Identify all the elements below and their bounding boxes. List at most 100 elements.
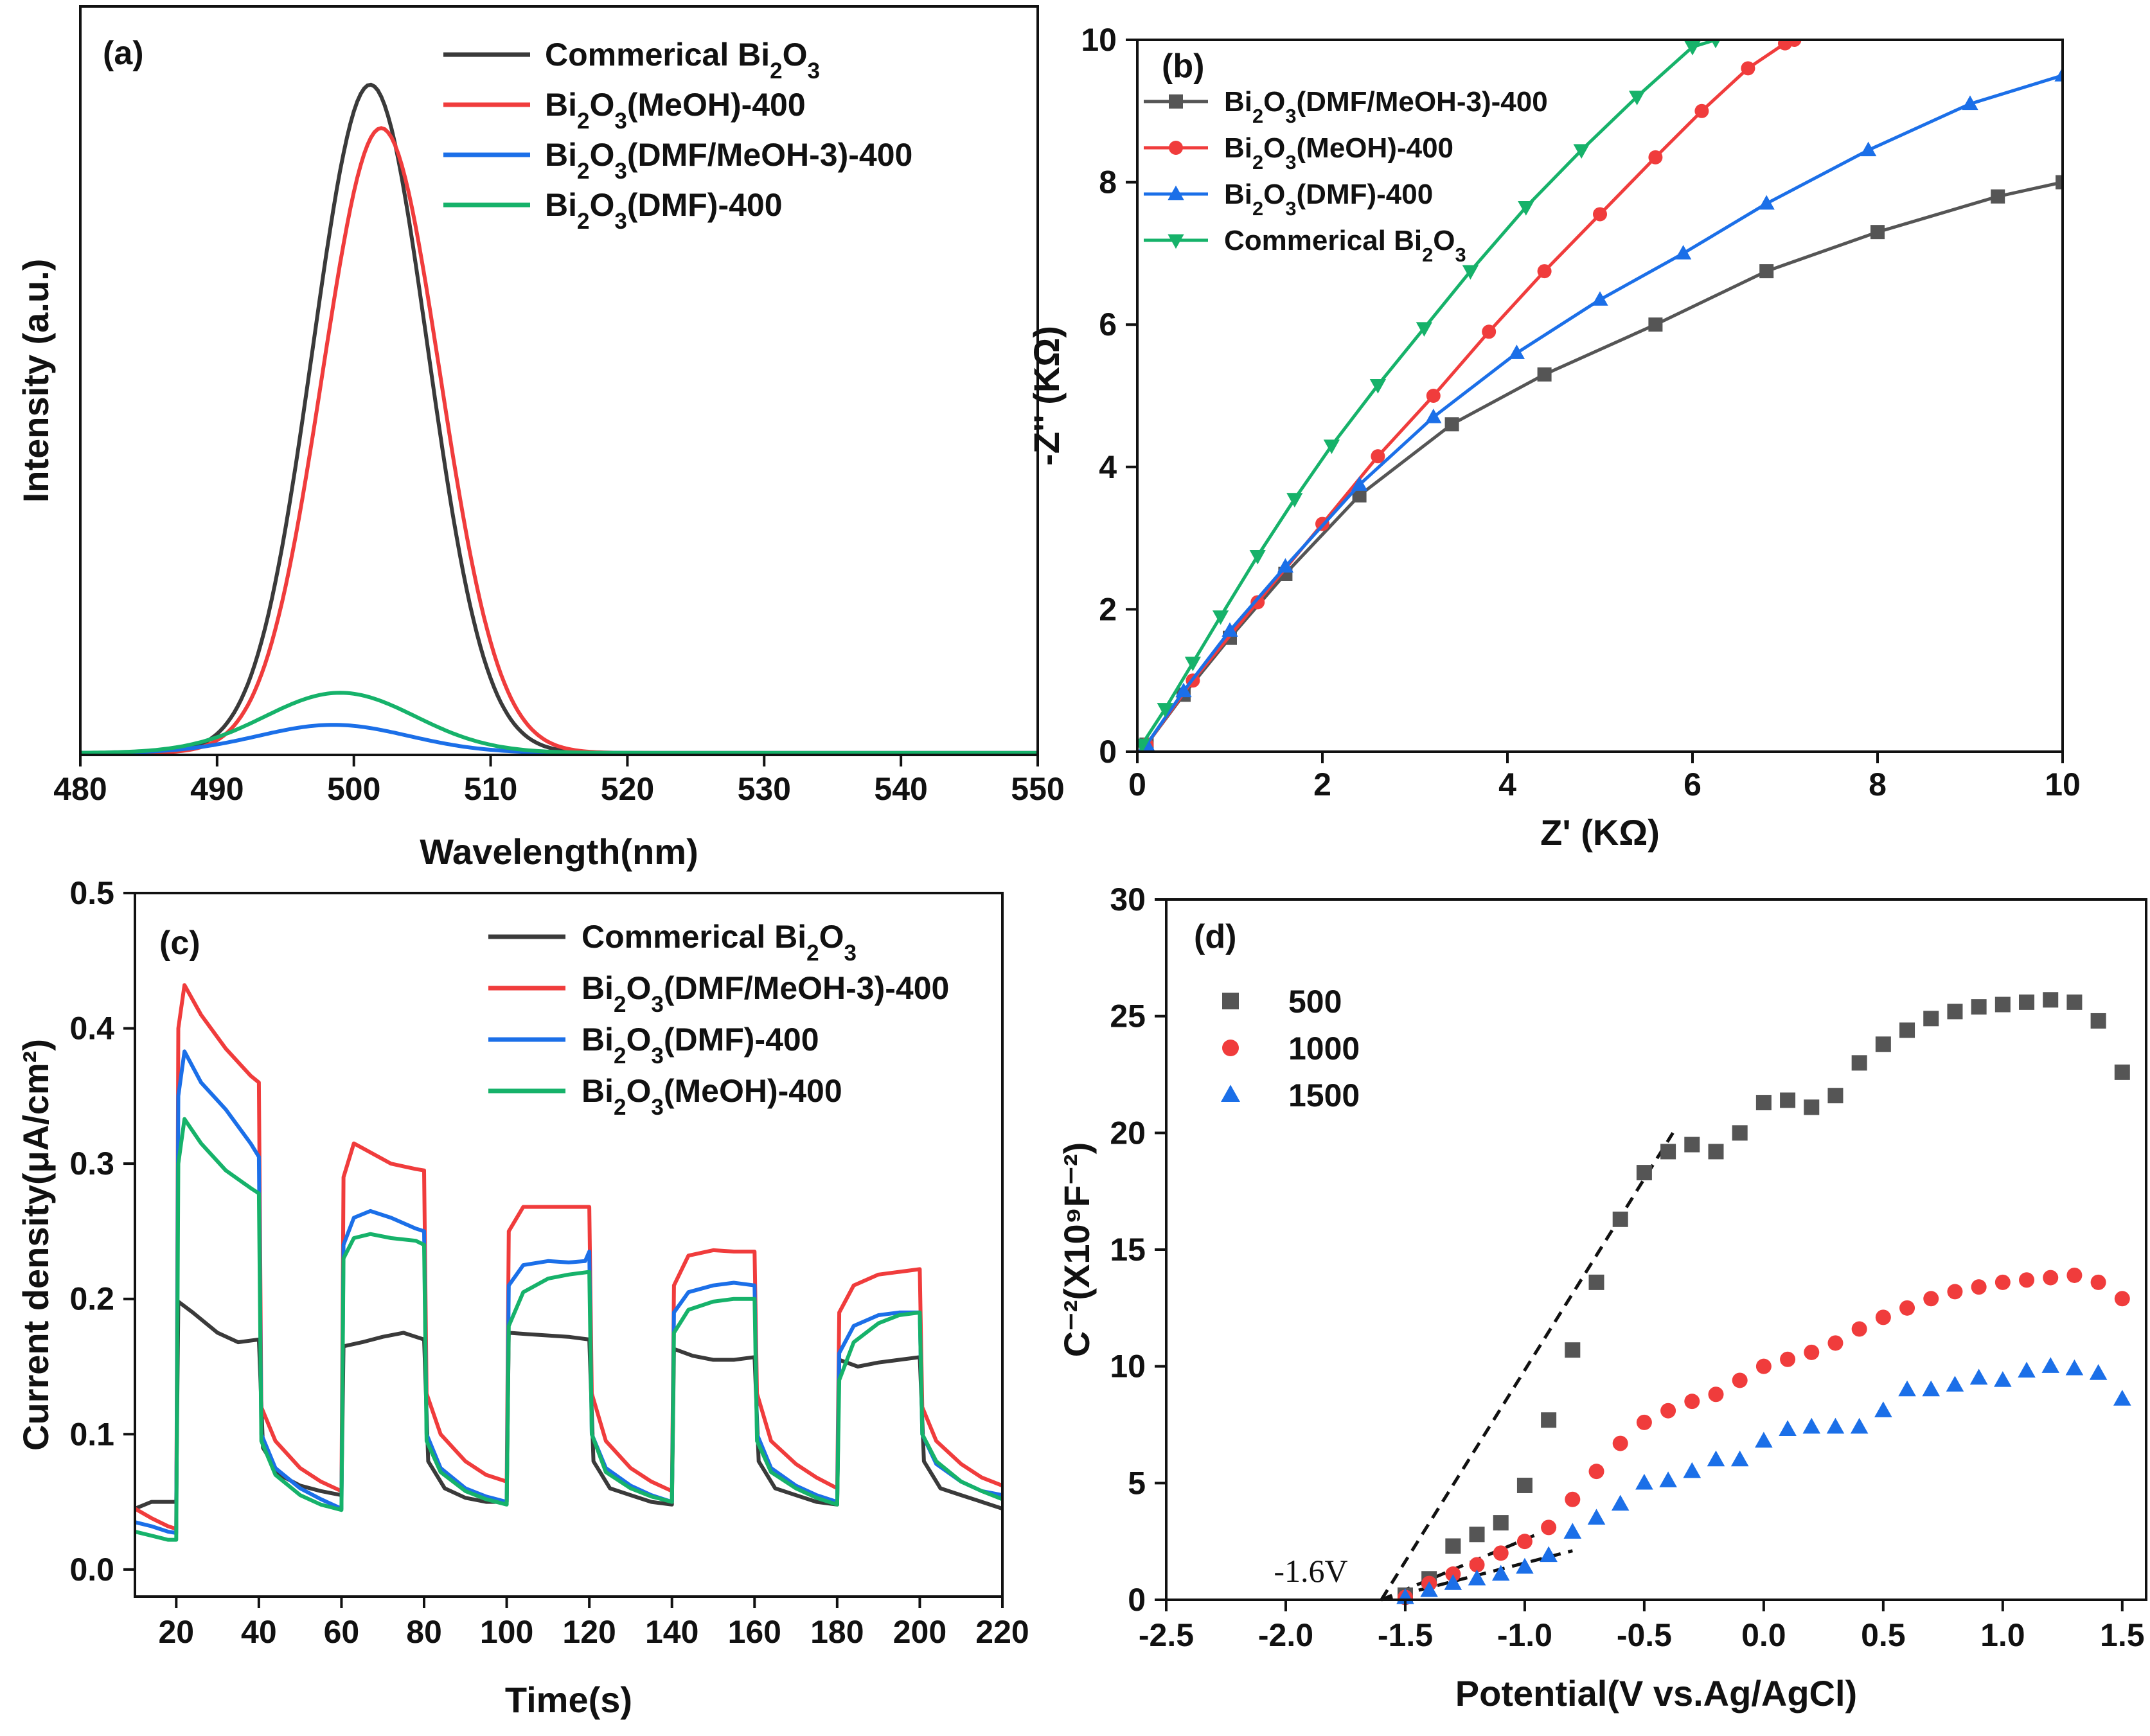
data-point [1675, 245, 1692, 260]
data-point [1537, 264, 1552, 279]
subscript: 2 [614, 1043, 626, 1068]
series-line-2 [1145, 74, 2063, 746]
y-tick-label: 0.4 [69, 1011, 114, 1047]
data-point [1780, 1351, 1796, 1367]
y-tick-label: 30 [1110, 881, 1146, 917]
x-tick-label: 520 [601, 771, 654, 807]
data-point [1157, 703, 1173, 718]
label-part: O [626, 1073, 651, 1109]
y-tick-label: 0.0 [69, 1552, 114, 1588]
data-point [1755, 1431, 1773, 1448]
data-point [1137, 738, 1150, 752]
data-point [1826, 1417, 1845, 1434]
x-tick-label: 10 [2045, 766, 2081, 802]
label-part: O [626, 970, 651, 1006]
legend-label: 500 [1288, 984, 1342, 1020]
subscript: 2 [577, 159, 589, 184]
data-point [1660, 1403, 1676, 1419]
x-tick-label: 200 [893, 1614, 946, 1650]
data-point [2056, 175, 2063, 190]
data-point [1971, 999, 1987, 1015]
data-point [2114, 1291, 2130, 1307]
data-point [1565, 1491, 1581, 1507]
data-point [1684, 40, 1701, 56]
x-tick-label: -2.0 [1258, 1617, 1313, 1653]
x-tick-label: 540 [874, 771, 927, 807]
label-part: (DMF/MeOH-3)-400 [664, 970, 949, 1006]
x-tick-label: 510 [464, 771, 517, 807]
data-point [1898, 1380, 1916, 1397]
panel-c: 20 40 60 80 100 120 140 160 180 200 220 0.0 0.1 0.2 0.… [15, 875, 1029, 1720]
data-point [1588, 1274, 1604, 1290]
legend-marker [1169, 141, 1183, 155]
y-tick-label: 0.2 [69, 1281, 114, 1317]
label-part: Commerical Bi [545, 37, 770, 73]
data-point [1351, 476, 1368, 491]
data-point [1416, 322, 1433, 337]
data-point [1922, 1380, 1941, 1397]
data-point [2019, 994, 2035, 1010]
label-part: Bi [545, 87, 577, 123]
x-tick-label: 60 [324, 1614, 360, 1650]
data-point [1946, 1376, 1964, 1392]
panel-a: 480 490 500 510 520 530 540 550 Wavelength(nm) In… [15, 5, 1065, 872]
data-point [1971, 1279, 1987, 1295]
data-point [1969, 1368, 1988, 1385]
panel-label: (a) [103, 35, 144, 72]
data-point [1212, 610, 1229, 625]
data-point [1710, 40, 1721, 49]
label-part: (DMF/MeOH-3)-400 [1297, 86, 1548, 118]
label-part: (DMF)-400 [664, 1022, 819, 1058]
data-point [2114, 1064, 2130, 1080]
y-tick-label: 10 [1110, 1349, 1146, 1385]
data-point [1732, 1372, 1748, 1388]
y-tick-label: 10 [1081, 22, 1117, 58]
data-point [1850, 1417, 1869, 1434]
y-axis-title: -Z'' (KΩ) [1026, 326, 1067, 466]
y-tick-label: 6 [1099, 306, 1117, 342]
data-point [1445, 1538, 1461, 1554]
data-point [1508, 344, 1525, 359]
x-tick-label: 140 [645, 1614, 698, 1650]
data-point [1755, 1095, 1772, 1111]
label-part: Bi [1224, 179, 1252, 210]
data-point [1802, 1417, 1821, 1434]
legend-marker [1169, 94, 1183, 109]
legend-label: Bi2O3(MeOH)-400 [545, 87, 806, 134]
data-point [1323, 439, 1340, 454]
data-point [1493, 1545, 1509, 1561]
y-tick-label: 5 [1128, 1465, 1146, 1501]
data-point [1537, 367, 1552, 382]
x-tick-label: 20 [158, 1614, 194, 1650]
label-part: (MeOH)-400 [1297, 132, 1454, 164]
subscript: 2 [1252, 105, 1263, 127]
legend-label: Bi2O3(DMF/MeOH-3)-400 [1224, 86, 1548, 127]
legend-label: Commerical Bi2O3 [545, 37, 820, 84]
data-point [2066, 994, 2083, 1010]
legend-label: Commerical Bi2O3 [1224, 225, 1466, 266]
panel-d: -2.5 -2.0 -1.5 -1.0 -0.5 0.0 0.5 1.0 1.5 0 5 10 15 20… [1056, 881, 2147, 1714]
x-tick-label: 0 [1128, 766, 1146, 802]
x-tick-label: -0.5 [1617, 1617, 1672, 1653]
plot-frame [1136, 39, 2064, 753]
data-point [1947, 1004, 1963, 1020]
label-part: (DMF)-400 [1297, 179, 1434, 210]
x-tick-label: -1.5 [1378, 1617, 1433, 1653]
data-point [1684, 1137, 1700, 1153]
series-line-1 [134, 983, 1004, 1531]
data-point [1482, 324, 1497, 339]
data-point [1874, 1401, 1892, 1417]
label-part: Bi [582, 1073, 614, 1109]
y-axis-title: Intensity (a.u.) [15, 259, 56, 503]
panel-label: (b) [1162, 48, 1204, 85]
legend-marker [1168, 234, 1184, 249]
subscript: 3 [651, 1095, 663, 1120]
data-point [2054, 67, 2063, 82]
legend-marker [1222, 1040, 1239, 1056]
data-point [1804, 1344, 1820, 1360]
subscript: 2 [577, 209, 589, 234]
label-part: O [626, 1022, 651, 1058]
x-tick-label: 0.0 [1741, 1617, 1786, 1653]
legend-label: Bi2O3(DMF/MeOH-3)-400 [545, 137, 912, 184]
